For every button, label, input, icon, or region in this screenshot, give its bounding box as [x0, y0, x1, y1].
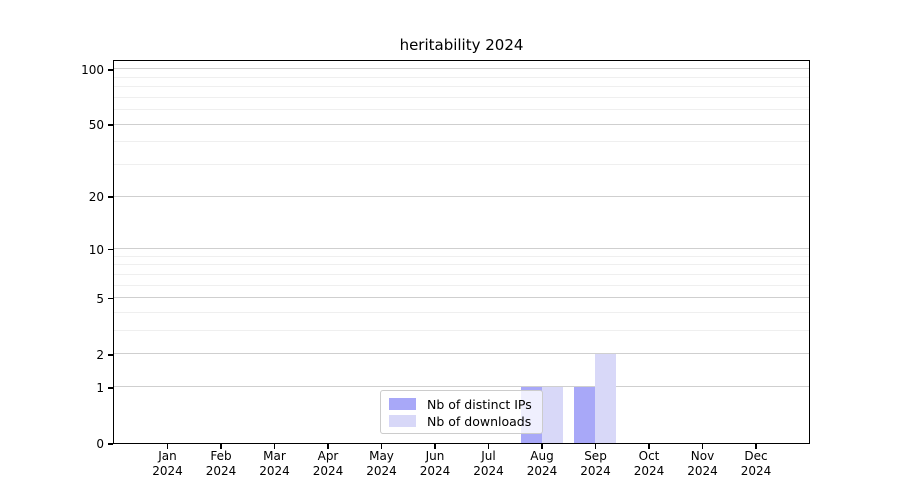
legend: Nb of distinct IPs Nb of downloads — [380, 390, 543, 434]
x-tick-mark-sep — [594, 444, 597, 449]
x-tick-label-mar-2024: Mar 2024 — [259, 449, 290, 478]
legend-entry-downloads: Nb of downloads — [389, 413, 536, 429]
x-tick-label-oct-2024: Oct 2024 — [633, 449, 665, 478]
bars-layer — [114, 61, 809, 443]
y-tick-mark-1 — [108, 387, 113, 389]
y-tick-label-50: 50 — [88, 118, 104, 133]
x-tick-label-jul-2024: Jul 2024 — [473, 449, 504, 478]
minor-gridline-90 — [114, 76, 809, 78]
x-tick-mark-oct — [648, 444, 650, 449]
y-tick-label-10: 10 — [88, 242, 104, 257]
x-tick-label-jun-2024: Jun 2024 — [419, 449, 451, 478]
y-tick-mark-0 — [108, 443, 113, 445]
legend-swatch-downloads — [389, 415, 416, 427]
y-tick-mark-5 — [108, 297, 113, 300]
x-tick-mark-apr — [327, 444, 329, 449]
plot-area: Nb of distinct IPs Nb of downloads — [113, 60, 810, 444]
x-tick-label-jan-2024: Jan 2024 — [152, 449, 183, 478]
legend-label-distinct-ips: Nb of distinct IPs — [427, 396, 532, 412]
x-tick-mark-jul — [487, 444, 490, 449]
minor-gridline-6 — [114, 284, 809, 286]
major-gridline-5 — [114, 297, 809, 299]
major-gridline-2 — [114, 353, 809, 355]
y-tick-label-1: 1 — [96, 380, 104, 395]
major-gridline-20 — [114, 195, 809, 197]
x-tick-label-nov-2024: Nov 2024 — [687, 449, 718, 478]
y-tick-label-20: 20 — [88, 190, 104, 205]
major-gridline-10 — [114, 248, 809, 250]
minor-gridline-70 — [114, 96, 809, 98]
minor-gridline-7 — [114, 273, 809, 275]
legend-swatch-distinct-ips — [389, 398, 416, 410]
x-tick-mark-mar — [273, 444, 276, 449]
bar-distinct-ips-sep-2024 — [574, 386, 595, 443]
legend-label-downloads: Nb of downloads — [427, 413, 532, 429]
x-tick-label-feb-2024: Feb 2024 — [205, 449, 237, 478]
minor-gridline-40 — [114, 141, 809, 143]
y-tick-mark-20 — [108, 196, 113, 198]
y-tick-label-2: 2 — [96, 347, 104, 362]
x-tick-mark-nov — [701, 444, 704, 449]
legend-entry-distinct-ips: Nb of distinct IPs — [389, 396, 536, 412]
y-tick-mark-50 — [108, 124, 113, 126]
y-tick-mark-2 — [108, 354, 113, 356]
x-tick-mark-jun — [434, 444, 436, 449]
x-tick-label-apr-2024: Apr 2024 — [312, 449, 344, 478]
bar-downloads-sep-2024 — [595, 353, 616, 443]
major-gridline-1 — [114, 386, 809, 388]
x-tick-mark-dec — [755, 444, 757, 449]
minor-gridline-8 — [114, 264, 809, 266]
y-tick-label-5: 5 — [96, 291, 104, 306]
gridlines-layer — [114, 61, 809, 443]
minor-gridline-60 — [114, 109, 809, 111]
minor-gridline-80 — [114, 86, 809, 88]
x-tick-label-may-2024: May 2024 — [366, 449, 397, 478]
x-tick-mark-feb — [220, 444, 222, 449]
x-tick-label-dec-2024: Dec 2024 — [740, 449, 772, 478]
x-tick-mark-aug — [541, 444, 543, 449]
minor-gridline-9 — [114, 255, 809, 257]
y-tick-label-0: 0 — [96, 437, 104, 451]
x-tick-mark-may — [380, 444, 383, 449]
major-gridline-100 — [114, 68, 809, 70]
y-tick-mark-10 — [108, 248, 113, 251]
chart-title: heritability 2024 — [399, 36, 524, 54]
x-tick-mark-jan — [166, 444, 169, 449]
minor-gridline-30 — [114, 164, 809, 166]
major-gridline-50 — [114, 123, 809, 125]
y-tick-label-100: 100 — [81, 62, 104, 77]
x-tick-label-aug-2024: Aug 2024 — [526, 449, 558, 478]
bar-downloads-aug-2024 — [541, 386, 563, 443]
y-tick-mark-100 — [108, 69, 113, 71]
minor-gridline-3 — [114, 330, 809, 332]
x-tick-label-sep-2024: Sep 2024 — [580, 449, 611, 478]
minor-gridline-4 — [114, 312, 809, 314]
